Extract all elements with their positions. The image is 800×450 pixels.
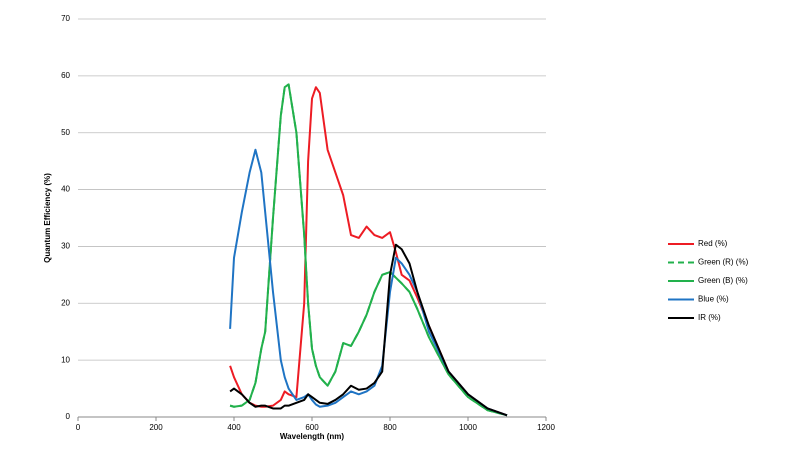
legend-label: IR (%) bbox=[698, 313, 721, 322]
legend-label: Green (B) (%) bbox=[698, 276, 748, 285]
y-axis-title: Quantum Efficiency (%) bbox=[43, 173, 52, 263]
x-tick-label: 200 bbox=[149, 423, 163, 432]
x-tick-label: 400 bbox=[227, 423, 241, 432]
y-tick-label: 10 bbox=[61, 355, 70, 364]
series-line bbox=[229, 83, 508, 417]
y-tick-label: 30 bbox=[61, 242, 70, 251]
y-tick-label: 20 bbox=[61, 298, 70, 307]
series-line bbox=[229, 148, 508, 417]
series-line bbox=[229, 243, 508, 417]
legend-label: Red (%) bbox=[698, 239, 728, 248]
x-tick-label: 800 bbox=[383, 423, 397, 432]
x-axis-title: Wavelength (nm) bbox=[280, 432, 344, 441]
y-tick-label: 70 bbox=[61, 14, 70, 23]
y-tick-label: 60 bbox=[61, 71, 70, 80]
y-tick-label: 40 bbox=[61, 185, 70, 194]
y-tick-label: 50 bbox=[61, 128, 70, 137]
x-tick-label: 1000 bbox=[459, 423, 477, 432]
x-tick-label: 600 bbox=[305, 423, 319, 432]
x-tick-label: 1200 bbox=[537, 423, 555, 432]
legend-label: Blue (%) bbox=[698, 295, 729, 304]
series-line bbox=[229, 86, 508, 417]
legend-label: Green (R) (%) bbox=[698, 258, 749, 267]
y-tick-label: 0 bbox=[66, 412, 71, 421]
x-tick-label: 0 bbox=[76, 423, 81, 432]
